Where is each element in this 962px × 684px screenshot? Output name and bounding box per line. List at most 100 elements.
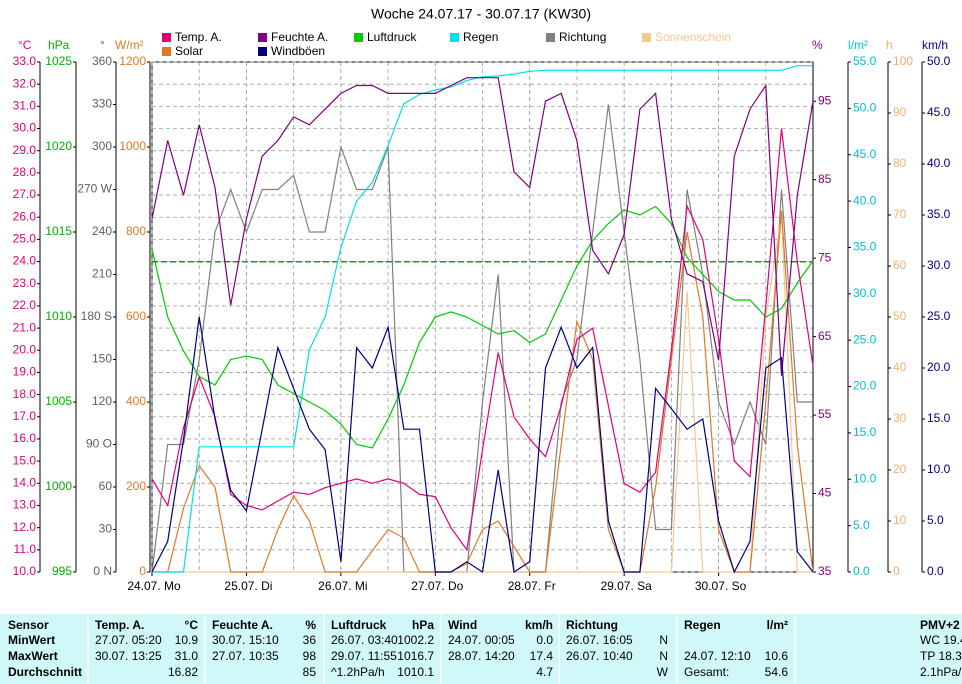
y-tick-label: 21.0 [13, 320, 37, 334]
table-row-label: Durchschnitt [8, 665, 82, 679]
x-tick-label: 28.07. Fr [508, 579, 556, 593]
axis-title: l/m² [848, 38, 868, 52]
y-tick-label: 55 [818, 407, 832, 421]
y-tick-label: 10.0 [853, 471, 877, 485]
y-tick-label: 30.0 [13, 121, 37, 135]
table-header: Richtung [566, 618, 618, 632]
legend-swatch [258, 47, 267, 56]
chart-title: Woche 24.07.17 - 30.07.17 (KW30) [371, 6, 591, 22]
x-tick-label: 24.07. Mo [127, 579, 181, 593]
y-tick-label: 240 [92, 224, 112, 238]
y-tick-label: 75 [818, 250, 832, 264]
y-tick-label: 25.0 [13, 232, 37, 246]
series-line [151, 316, 814, 574]
series-line [152, 65, 813, 573]
y-tick-label: 30.0 [853, 286, 877, 300]
table-value: 10.6 [765, 649, 789, 663]
y-tick-label: 90 [893, 105, 907, 119]
y-tick-label: 0 [893, 564, 900, 578]
y-tick-label: 180 S [81, 309, 112, 323]
y-tick-label: 40.0 [927, 156, 951, 170]
table-header: Sensor [8, 618, 49, 632]
series-line [151, 128, 814, 552]
series-line [152, 210, 814, 573]
legend-swatch [450, 33, 459, 42]
table-value: TP 18.3 [920, 649, 962, 663]
table-value: 2.1hPa/3 [920, 665, 962, 679]
table-value: 98 [303, 649, 317, 663]
x-tick-label: 27.07. Do [411, 579, 463, 593]
table-background [0, 612, 962, 684]
y-tick-label: 35.0 [927, 207, 951, 221]
y-tick-label: 20.0 [927, 360, 951, 374]
table-time: ^1.2hPa/h [331, 665, 385, 679]
legend-label: Windböen [271, 44, 325, 58]
y-tick-label: 50 [893, 309, 907, 323]
y-tick-label: 360 [92, 54, 112, 68]
table-header: Regen [684, 618, 721, 632]
legend-label: Luftdruck [367, 30, 417, 44]
y-tick-label: 20.0 [853, 379, 877, 393]
table-value: 85 [303, 665, 317, 679]
y-tick-label: 300 [92, 139, 112, 153]
y-tick-label: 19.0 [13, 365, 37, 379]
y-tick-label: 600 [126, 309, 146, 323]
table-time: 29.07. 11:55 [331, 649, 397, 663]
y-tick-label: 60 [893, 258, 907, 272]
table-value: N [659, 649, 668, 663]
y-tick-label: 25.0 [927, 309, 951, 323]
table-unit: l/m² [767, 618, 788, 632]
axis-title: % [812, 38, 823, 52]
table-unit: hPa [412, 618, 434, 632]
y-tick-label: 70 [893, 207, 907, 221]
table-unit: km/h [525, 618, 553, 632]
table-time: 27.07. 05:20 [95, 633, 162, 647]
table-value: W [657, 665, 669, 679]
y-tick-label: 0 [139, 564, 146, 578]
y-tick-label: 40.0 [853, 193, 877, 207]
y-tick-label: 23.0 [13, 276, 37, 290]
x-tick-label: 29.07. Sa [600, 579, 652, 593]
legend-swatch [258, 33, 267, 42]
table-value: 36 [303, 633, 317, 647]
y-tick-label: 32.0 [13, 76, 37, 90]
y-tick-label: 17.0 [13, 409, 37, 423]
table-unit: % [305, 618, 316, 632]
table-value: 17.4 [530, 649, 554, 663]
x-tick-label: 26.07. Mi [318, 579, 367, 593]
y-tick-label: 27.0 [13, 187, 37, 201]
y-tick-label: 65 [818, 329, 832, 343]
table-header: Wind [448, 618, 477, 632]
y-tick-label: 31.0 [13, 99, 37, 113]
y-tick-label: 1005 [45, 394, 72, 408]
y-tick-label: 20 [893, 462, 907, 476]
table-value: 4.7 [536, 665, 553, 679]
legend-swatch [354, 33, 363, 42]
table-value: WC 19.4 [920, 633, 962, 647]
legend-swatch [162, 33, 171, 42]
table-time: 24.07. 00:05 [448, 633, 515, 647]
y-tick-label: 1025 [45, 54, 72, 68]
y-tick-label: 95 [818, 93, 832, 107]
table-time: 26.07. 10:40 [566, 649, 633, 663]
y-tick-label: 18.0 [13, 387, 37, 401]
y-tick-label: 35 [818, 564, 832, 578]
x-tick-label: 30.07. So [695, 579, 747, 593]
y-tick-label: 5.0 [927, 513, 944, 527]
table-row-label: MinWert [8, 633, 55, 647]
legend-label: Regen [463, 30, 498, 44]
y-tick-label: 60 [99, 479, 113, 493]
y-tick-label: 270 W [77, 182, 112, 196]
table-value: 0.0 [536, 633, 553, 647]
table-time: 30.07. 13:25 [95, 649, 162, 663]
table-header: Temp. A. [95, 618, 144, 632]
y-tick-label: 120 [92, 394, 112, 408]
table-value: 10.9 [175, 633, 199, 647]
series-line [151, 205, 814, 449]
table-value: 1010.1 [397, 665, 434, 679]
table-header: Luftdruck [331, 618, 387, 632]
y-tick-label: 45.0 [927, 105, 951, 119]
table-time: Gesamt: [684, 665, 729, 679]
table-value: 1002.2 [397, 633, 434, 647]
